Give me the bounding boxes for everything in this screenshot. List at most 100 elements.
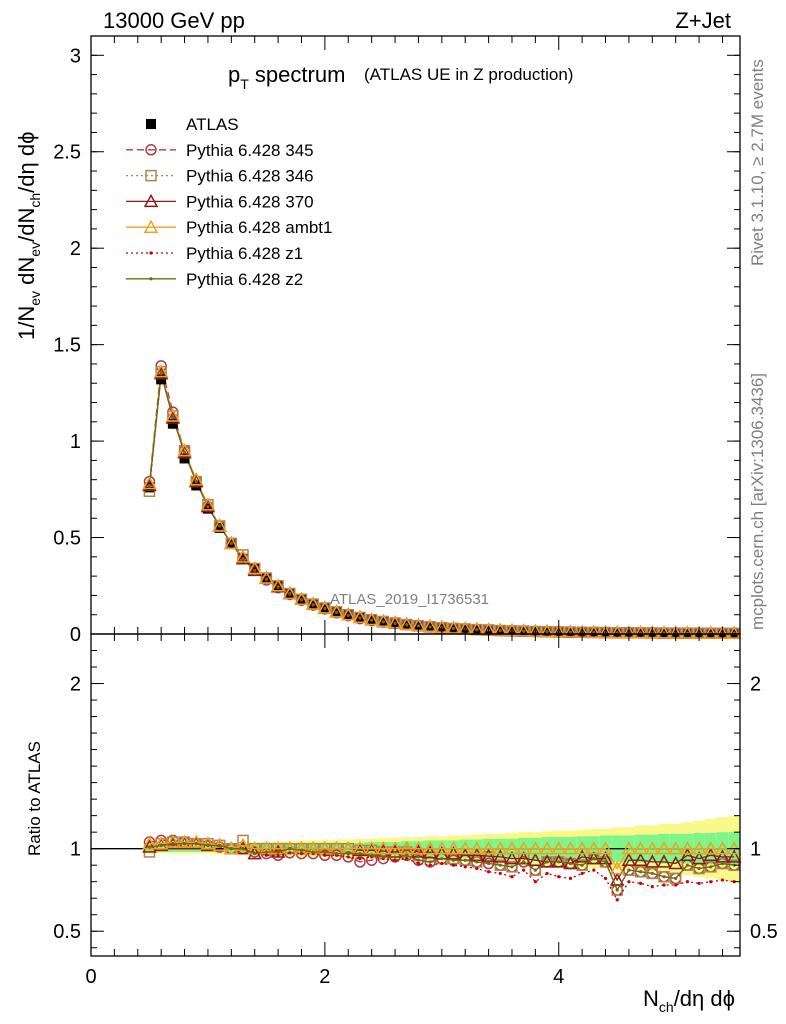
legend-item-z2: Pythia 6.428 z2 (126, 270, 303, 289)
ratio-point-z1 (697, 881, 701, 885)
ratio-point-ambt1 (317, 841, 333, 855)
ratio-point-z2 (510, 865, 514, 869)
ratio-point-p345 (319, 849, 331, 862)
point-ambt1 (282, 585, 298, 600)
ratio-point-z1 (276, 853, 280, 857)
point-z2 (288, 591, 292, 596)
ratio-point-z2 (428, 860, 432, 864)
ratio-point-z1 (720, 878, 725, 882)
point-z2 (592, 630, 596, 635)
process-label: Z+Jet (675, 8, 731, 33)
point-ambt1 (177, 443, 192, 457)
ratio-point-z1 (346, 855, 350, 859)
ratio-point-z1 (533, 880, 537, 884)
ratio-point-z1 (299, 852, 304, 856)
point-ambt1 (294, 591, 309, 606)
ratio-point-p370 (645, 854, 660, 868)
ratio-point-z2 (358, 852, 362, 856)
legend-item-p370: Pythia 6.428 370 (126, 192, 314, 211)
ratio-point-ambt1 (469, 841, 485, 855)
point-ambt1 (656, 625, 672, 639)
legend-item-z1: Pythia 6.428 z1 (126, 244, 303, 263)
ratio-point-z2 (592, 856, 596, 861)
point-z2 (241, 557, 245, 561)
ratio-point-p370 (504, 851, 520, 865)
x-tick-label: 2 (319, 966, 330, 988)
point-data (179, 453, 190, 464)
point-ambt1 (586, 624, 602, 639)
ratio-point-p370 (481, 848, 496, 862)
ratio-point-z2 (405, 853, 409, 857)
point-ambt1 (376, 613, 391, 628)
point-data (202, 503, 213, 514)
ratio-y-tick-label: 1 (70, 839, 81, 861)
rivet-label: Rivet 3.1.10, ≥ 2.7M events (748, 59, 767, 266)
ratio-point-z2 (522, 860, 526, 864)
ratio-point-z2 (393, 855, 397, 859)
ratio-point-ambt1 (586, 841, 602, 855)
point-p370 (247, 562, 262, 577)
ratio-point-ambt1 (493, 841, 508, 855)
ratio-point-p370 (586, 851, 602, 865)
ratio-point-p346 (716, 857, 729, 870)
ratio-point-z2 (557, 860, 561, 864)
ratio-point-ambt1 (422, 841, 438, 855)
ratio-point-ambt1 (539, 841, 555, 855)
ratio-point-ambt1 (200, 836, 216, 850)
ratio-point-p370 (411, 844, 426, 858)
ratio-point-ambt1 (516, 841, 531, 855)
point-ambt1 (726, 625, 742, 639)
y-tick-label: 2.5 (53, 142, 81, 164)
legend-item-ambt1: Pythia 6.428 ambt1 (126, 218, 332, 237)
ratio-point-z1 (416, 861, 421, 866)
ratio-point-z1 (428, 863, 432, 867)
x-tick-label: 0 (85, 966, 96, 988)
ratio-point-p370 (668, 855, 683, 870)
point-z2 (381, 620, 385, 624)
ratio-point-ambt1 (177, 834, 192, 848)
point-ambt1 (153, 364, 169, 378)
ratio-point-z1 (393, 858, 397, 862)
ratio-point-z2 (498, 863, 502, 867)
ratio-point-z2 (440, 856, 444, 861)
point-ambt1 (516, 623, 531, 637)
upper-panel: 0 0.5 1 1.5 2 2.5 3 (53, 35, 742, 646)
ratio-point-p370 (609, 872, 625, 886)
ratio-point-z1 (568, 876, 573, 880)
ratio-point-z1 (709, 880, 713, 884)
ratio-point-z2 (253, 852, 257, 856)
point-z2 (568, 630, 573, 634)
point-z2 (323, 606, 327, 611)
ratio-point-ambt1 (259, 841, 274, 855)
point-ambt1 (305, 596, 321, 610)
ratio-point-z2 (685, 863, 689, 867)
point-ambt1 (235, 549, 251, 563)
ratio-point-ambt1 (446, 841, 461, 855)
point-z2 (194, 480, 198, 484)
ratio-point-p345 (354, 856, 366, 868)
ratio-point-p370 (493, 849, 508, 863)
ratio-point-z1 (545, 871, 549, 876)
point-z2 (498, 628, 502, 633)
ratio-point-z1 (522, 868, 526, 872)
ratio-point-p345 (482, 857, 495, 870)
point-p370 (188, 474, 204, 488)
ratio-point-p346 (705, 861, 717, 873)
point-ambt1 (142, 475, 157, 490)
point-p370 (200, 499, 216, 513)
ratio-point-p370 (621, 852, 637, 866)
point-p370 (177, 445, 192, 459)
point-z2 (299, 598, 304, 602)
ratio-point-z2 (159, 843, 163, 847)
point-z2 (159, 371, 163, 376)
ratio-point-z1 (475, 866, 479, 871)
point-ambt1 (212, 518, 227, 532)
point-z2 (206, 505, 210, 509)
ratio-point-ambt1 (165, 834, 181, 848)
ratio-point-p370 (528, 852, 543, 866)
point-z2 (358, 616, 362, 620)
point-z2 (171, 416, 175, 420)
ratio-point-z2 (580, 863, 584, 867)
xlabel: Nch/dη dϕ (643, 986, 735, 1015)
point-z2 (229, 541, 233, 545)
